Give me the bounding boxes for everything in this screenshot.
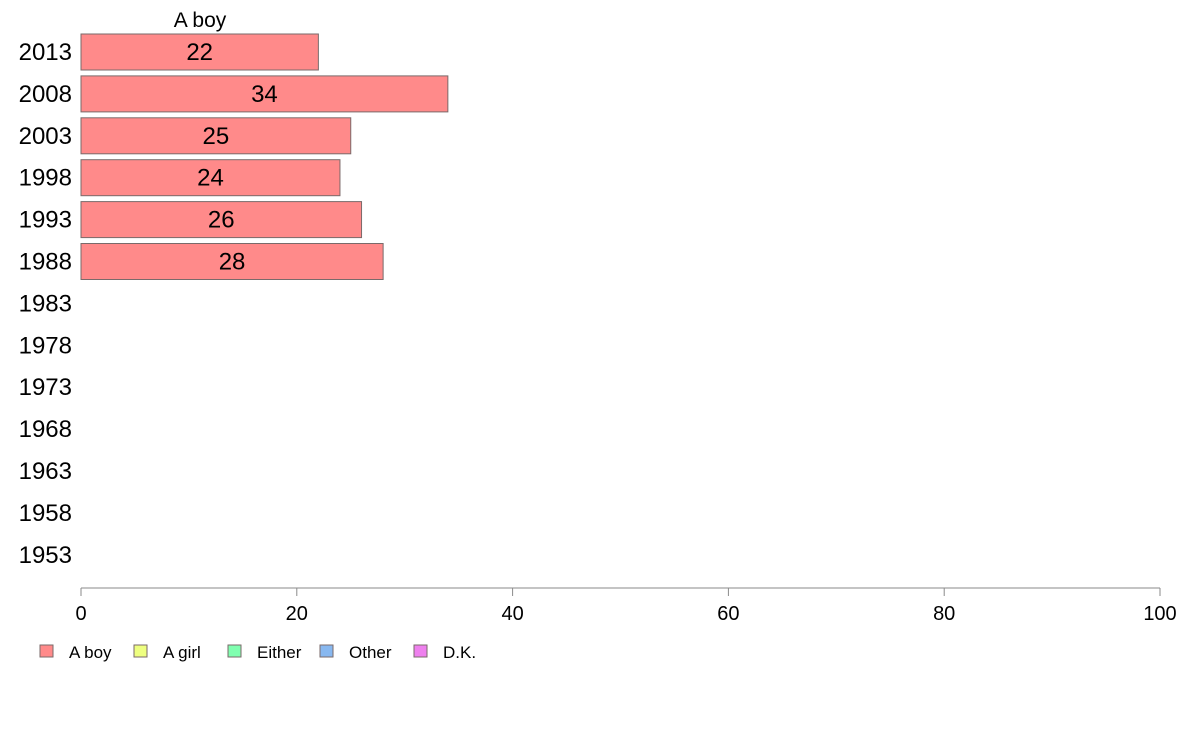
year-label: 1988 — [19, 249, 72, 276]
bar-a-boy — [80, 201, 363, 239]
x-tick-label: 80 — [933, 603, 955, 625]
bars: 22 34 25 24 26 28 — [80, 33, 449, 280]
bar-value-label: 34 — [251, 81, 278, 108]
year-label: 1963 — [19, 458, 72, 485]
bar-value-label: 25 — [203, 123, 230, 150]
bar-a-boy — [80, 243, 384, 280]
legend-swatch — [39, 644, 54, 658]
bar-value-label: 22 — [186, 39, 213, 66]
legend-swatch — [133, 644, 148, 658]
year-label: 1973 — [19, 374, 72, 401]
x-tick-label: 0 — [75, 603, 86, 625]
year-label: 1968 — [19, 416, 72, 443]
series-title-layer: A boy — [174, 9, 227, 32]
year-label: 1993 — [19, 207, 72, 234]
legend-label: D.K. — [443, 643, 476, 662]
legend-swatch — [319, 644, 334, 658]
legend-label: A girl — [163, 643, 201, 662]
x-tick-label: 40 — [501, 603, 523, 625]
legend: A boy A girl Either Other D.K. — [39, 643, 476, 662]
year-label: 1953 — [19, 542, 72, 569]
x-tick-label: 100 — [1143, 603, 1176, 625]
legend-label: Either — [257, 643, 302, 662]
bar-value-label: 28 — [219, 249, 246, 276]
bar-value-label: 24 — [197, 165, 224, 192]
legend-swatch — [413, 644, 428, 658]
bar-a-boy — [80, 75, 449, 113]
category-labels: 2013 2008 2003 1998 1993 1988 1983 1978 1973 1968… — [19, 39, 72, 569]
year-label: 1998 — [19, 165, 72, 192]
year-label: 1958 — [19, 500, 72, 527]
bar-a-boy — [80, 33, 319, 71]
legend-swatch — [227, 644, 242, 658]
x-tick-label: 60 — [717, 603, 739, 625]
x-tick-label: 20 — [286, 603, 308, 625]
year-label: 2008 — [19, 81, 72, 108]
bar-value-label: 26 — [208, 207, 235, 234]
bar-a-boy — [80, 159, 341, 197]
year-label: 1978 — [19, 332, 72, 359]
bar-a-boy — [80, 117, 352, 155]
series-title: A boy — [174, 9, 227, 32]
legend-label: A boy — [69, 643, 112, 662]
legend-label: Other — [349, 643, 392, 662]
x-axis: 0 20 40 60 80 100 — [75, 587, 1177, 625]
year-label: 1983 — [19, 290, 72, 317]
year-label: 2013 — [19, 39, 72, 66]
year-label: 2003 — [19, 123, 72, 150]
